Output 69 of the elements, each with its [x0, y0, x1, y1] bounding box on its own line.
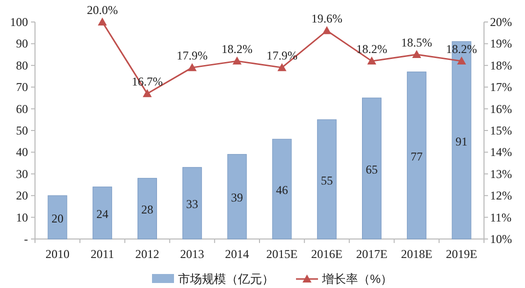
point — [188, 63, 197, 72]
y-tick-label: - — [24, 232, 28, 246]
y-tick-label: 20 — [16, 188, 28, 203]
point — [457, 56, 466, 65]
data-label: 28 — [141, 202, 154, 217]
y-tick-label: 30 — [16, 166, 28, 181]
x-tick-label: 2012 — [135, 247, 160, 261]
data-label: 17.9% — [176, 48, 208, 63]
y-tick-label: 70 — [16, 80, 28, 94]
bar — [138, 178, 157, 240]
bar — [272, 138, 292, 240]
data-label: 20 — [51, 211, 64, 226]
data-label: 24 — [96, 206, 108, 221]
point — [142, 89, 152, 98]
data-label: 17.9% — [266, 48, 298, 63]
y2-tick-label: 14% — [490, 145, 512, 160]
data-label: 20.0% — [86, 3, 118, 17]
data-label: 39 — [231, 190, 244, 205]
x-tick-label: 2011 — [90, 247, 114, 261]
y2-tick-label: 18% — [490, 58, 512, 72]
point — [322, 26, 332, 34]
data-label: 19.6% — [311, 12, 342, 26]
y2-tick-label: 20% — [490, 15, 512, 29]
bar — [48, 195, 68, 240]
x-tick-label: 2015E — [266, 247, 298, 261]
x-tick-label: 2019E — [446, 247, 478, 261]
y-tick-label: 10 — [16, 210, 28, 224]
legend-label: 增长率（%） — [321, 272, 393, 286]
x-tick-label: 2018E — [400, 247, 432, 261]
y2-tick-label: 11% — [490, 210, 512, 224]
point — [277, 63, 286, 72]
y-tick-label: 40 — [16, 145, 28, 160]
bar — [182, 167, 202, 240]
x-tick-label: 2017E — [356, 247, 388, 261]
y2-tick-label: 19% — [490, 36, 512, 51]
y-tick-label: 100 — [10, 15, 28, 29]
data-label: 46 — [276, 183, 288, 198]
x-tick-label: 2013 — [180, 247, 204, 261]
point — [367, 56, 376, 65]
bar — [406, 72, 426, 240]
x-tick-label: 2014 — [225, 247, 250, 261]
data-label: 91 — [456, 134, 468, 148]
y-tick-label: 90 — [16, 36, 28, 51]
data-label: 33 — [186, 197, 198, 212]
data-label: 18.5% — [401, 36, 432, 50]
bar — [92, 186, 112, 240]
x-tick-label: 2016E — [311, 247, 343, 261]
y-tick-label: 50 — [16, 124, 28, 138]
bar — [317, 119, 337, 240]
y-tick-label: 60 — [16, 102, 28, 116]
y2-tick-label: 16% — [490, 102, 512, 116]
y2-tick-label: 15% — [490, 124, 512, 138]
y2-tick-label: 13% — [490, 166, 512, 181]
data-label: 77 — [410, 149, 423, 164]
y2-tick-label: 10% — [490, 232, 512, 246]
y2-tick-label: 12% — [490, 188, 512, 203]
x-tick-label: 2010 — [45, 247, 70, 261]
data-label: 18.2% — [356, 42, 388, 56]
point — [232, 56, 242, 65]
bar — [362, 98, 382, 240]
data-label: 55 — [320, 173, 333, 188]
legend-label: 市场规模（亿元） — [178, 272, 274, 286]
data-label: 18.2% — [222, 42, 253, 56]
point — [412, 50, 422, 58]
y2-tick-label: 17% — [490, 80, 512, 94]
point — [98, 18, 107, 26]
y-tick-label: 80 — [16, 58, 28, 72]
bar — [227, 154, 247, 240]
data-label: 65 — [366, 162, 378, 176]
